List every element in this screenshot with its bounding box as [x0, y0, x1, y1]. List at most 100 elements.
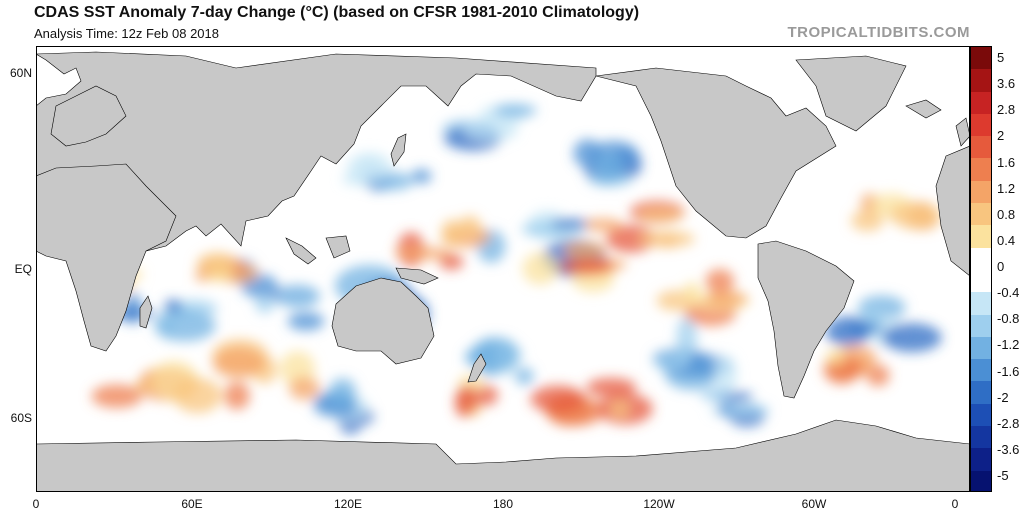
anomaly-patch	[825, 348, 846, 366]
colorbar-label: 2.8	[997, 102, 1016, 118]
anomaly-patch	[462, 119, 518, 142]
colorbar-swatch	[971, 247, 991, 270]
anomaly-patch	[699, 388, 732, 402]
anomaly-patch	[255, 293, 275, 314]
anomaly-patch	[276, 284, 321, 309]
anomaly-patch	[889, 202, 943, 230]
anomaly-patch	[583, 218, 623, 232]
colorbar-swatch	[971, 180, 991, 204]
anomaly-patch	[558, 257, 614, 275]
landmass-africa	[36, 163, 177, 352]
lon-label-120w: 120W	[643, 497, 675, 511]
landmass-south-america	[757, 240, 855, 399]
colorbar-swatch	[971, 381, 991, 404]
anomaly-patch	[825, 316, 871, 347]
colorbar-label: 1.2	[997, 180, 1016, 196]
colorbar-swatch	[971, 292, 991, 315]
colorbar-label: 0.4	[997, 232, 1016, 248]
anomaly-patch	[441, 219, 463, 247]
colorbar-label: 2	[997, 128, 1005, 144]
anomaly-patch	[592, 152, 625, 182]
lon-label-0-right: 0	[951, 497, 959, 511]
anomaly-patch	[522, 252, 558, 285]
anomaly-patch	[411, 169, 432, 184]
anomaly-patch	[586, 377, 637, 397]
analysis-time: Analysis Time: 12z Feb 08 2018	[34, 26, 219, 41]
anomaly-patch	[91, 384, 143, 408]
anomaly-patch	[154, 310, 216, 342]
colorbar-label: -1.6	[997, 363, 1020, 379]
anomaly-patch	[514, 367, 534, 385]
colorbar-swatch	[971, 336, 991, 360]
lon-label-60e: 60E	[181, 497, 203, 511]
anomaly-patch	[714, 355, 737, 395]
landmass-new-guinea	[395, 267, 439, 285]
colorbar-swatch	[971, 470, 991, 491]
anomaly-patch	[287, 311, 325, 331]
colorbar-swatch	[971, 403, 991, 427]
colorbar-swatch	[971, 203, 991, 226]
lon-label-60w: 60W	[801, 497, 827, 511]
anomaly-patch	[329, 378, 357, 405]
colorbar-label: -2.8	[997, 415, 1020, 431]
lon-label-0-left: 0	[32, 497, 40, 511]
colorbar-label: 3.6	[997, 76, 1016, 92]
landmass-north-america	[595, 67, 837, 239]
land-masses	[36, 51, 970, 492]
colorbar-swatch	[971, 113, 991, 137]
anomaly-patch	[455, 385, 478, 415]
landmass-new-zealand	[467, 353, 487, 383]
anomaly-patch	[676, 316, 698, 362]
anomaly-patch	[212, 347, 265, 379]
anomaly-patch	[458, 215, 481, 237]
anomaly-patch	[493, 103, 537, 118]
colorbar-label: 0.8	[997, 206, 1016, 222]
landmass-europe-north	[50, 85, 127, 147]
colorbar-swatch	[971, 448, 991, 471]
landmass-borneo-sumatra	[285, 235, 351, 265]
anomaly-patch	[196, 252, 238, 277]
map-title: CDAS SST Anomaly 7-day Change (°C) (base…	[34, 4, 640, 21]
landmass-antarctica	[36, 419, 970, 492]
landmass-europe-west	[935, 145, 970, 277]
anomaly-patch	[705, 291, 748, 306]
colorbar-label: -2	[997, 389, 1009, 405]
lat-label-eq: EQ	[14, 262, 32, 276]
colorbar-swatch	[971, 359, 991, 382]
anomaly-patch	[727, 403, 770, 418]
colorbar-swatch	[971, 69, 991, 92]
anomaly-patch	[637, 208, 685, 223]
landmass-greenland	[795, 55, 907, 132]
lon-label-120e: 120E	[333, 497, 363, 511]
landmass-australia	[331, 277, 435, 365]
landmass-madagascar	[139, 295, 153, 329]
colorbar-label: -1.2	[997, 337, 1020, 353]
anomaly-patch	[881, 323, 942, 353]
colorbar-label: -3.6	[997, 441, 1020, 457]
source-watermark: TROPICALTIDBITS.COM	[787, 24, 970, 41]
anomaly-patch	[705, 268, 735, 295]
colorbar-swatch	[971, 269, 991, 293]
lat-label-60n: 60N	[9, 66, 32, 80]
colorbar-label: 5	[997, 50, 1005, 65]
anomaly-patch	[550, 218, 593, 229]
colorbar-swatch	[971, 158, 991, 181]
colorbar-label: -0.4	[997, 285, 1020, 301]
anomaly-patch	[347, 152, 393, 184]
sst-anomaly-map	[36, 46, 970, 492]
colorbar	[970, 46, 992, 492]
anomaly-patch	[850, 210, 884, 232]
colorbar-swatch	[971, 136, 991, 159]
landmass-japan	[390, 133, 407, 167]
anomaly-patch	[223, 381, 250, 410]
colorbar-label: 0	[997, 259, 1005, 274]
colorbar-label: -5	[997, 468, 1009, 483]
anomaly-patch	[173, 377, 222, 414]
colorbar-label: -0.8	[997, 311, 1020, 327]
anomaly-patch	[638, 230, 695, 248]
anomaly-patch	[563, 241, 608, 259]
anomaly-patch	[606, 224, 656, 253]
colorbar-swatch	[971, 47, 991, 70]
anomaly-patch	[866, 364, 890, 387]
colorbar-swatch	[971, 225, 991, 248]
